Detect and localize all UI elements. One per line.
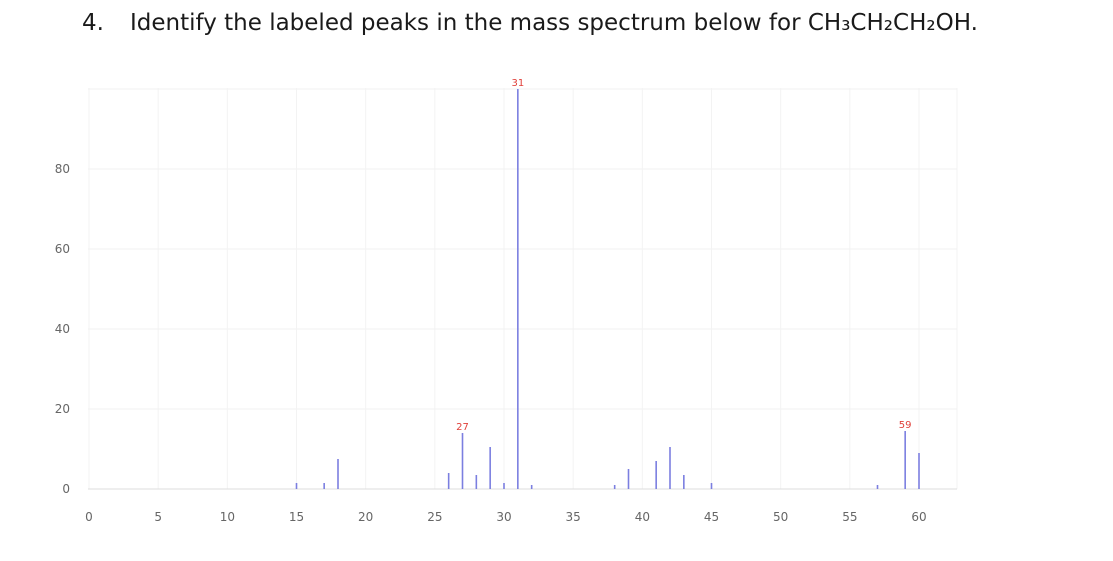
peak-label: 27 [456,422,469,433]
x-tick-label: 35 [566,510,581,524]
y-tick-label: 40 [55,322,70,336]
question-prompt: Identify the labeled peaks in the mass s… [130,10,978,36]
y-tick-label: 60 [55,242,70,256]
question-number: 4. [82,10,104,36]
peak-label: 59 [899,420,912,431]
y-tick-label: 80 [55,162,70,176]
x-tick-label: 5 [154,510,162,524]
y-tick-label: 20 [55,402,70,416]
x-tick-label: 20 [358,510,373,524]
x-tick-label: 0 [85,510,93,524]
x-tick-label: 60 [911,510,926,524]
x-tick-label: 15 [289,510,304,524]
x-tick-label: 30 [496,510,511,524]
y-tick-label: 0 [62,482,70,496]
x-tick-label: 10 [220,510,235,524]
x-tick-label: 40 [635,510,650,524]
question-text: 4. Identify the labeled peaks in the mass… [82,10,1082,36]
x-tick-label: 45 [704,510,719,524]
axes: 0 20 40 60 80 0 5 10 15 20 25 30 35 40 45 50 55 60 [55,162,957,524]
peak-label: 31 [511,78,524,89]
peak-labels: 27 31 59 [456,78,911,433]
x-tick-label: 25 [427,510,442,524]
x-tick-label: 55 [842,510,857,524]
grid [88,88,958,489]
peak-bars [295,89,920,489]
x-tick-label: 50 [773,510,788,524]
